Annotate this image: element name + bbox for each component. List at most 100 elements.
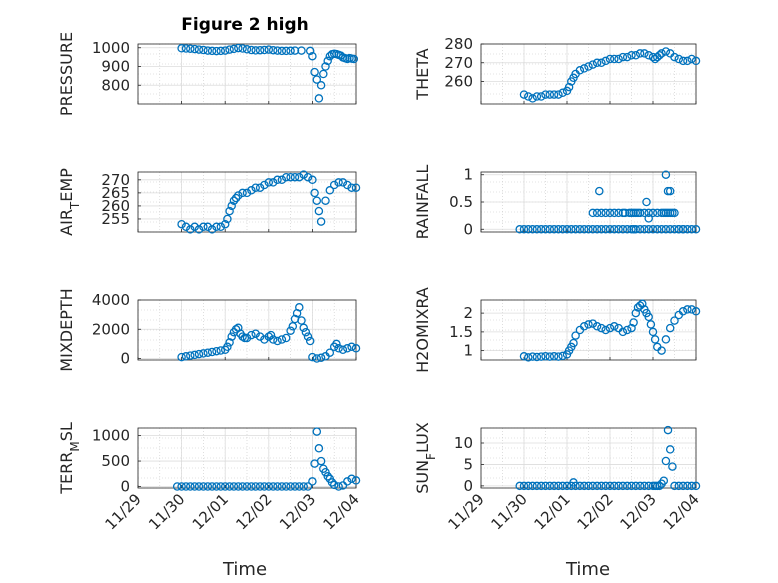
data-point <box>334 344 343 353</box>
data-point <box>268 482 278 491</box>
data-point <box>515 225 524 234</box>
data-point <box>648 208 658 218</box>
data-point <box>316 353 326 363</box>
data-point <box>519 225 529 234</box>
data-point <box>199 45 208 55</box>
data-point <box>234 482 243 491</box>
data-point <box>181 482 191 491</box>
data-point <box>554 352 563 361</box>
data-point <box>229 44 239 54</box>
data-point <box>554 90 563 99</box>
data-point <box>325 348 335 357</box>
axes-box <box>137 43 357 105</box>
data-point <box>229 482 239 491</box>
data-point <box>532 92 542 101</box>
data-point <box>238 482 247 491</box>
data-point <box>532 225 542 234</box>
data-point <box>268 335 278 344</box>
y-tick-label: 4000 <box>92 291 130 309</box>
data-point <box>255 332 265 341</box>
data-point <box>635 481 645 491</box>
data-point <box>207 347 217 357</box>
data-point <box>657 225 666 234</box>
data-point <box>569 338 578 348</box>
data-point <box>683 225 692 234</box>
data-point <box>295 303 304 312</box>
data-point <box>247 330 256 340</box>
axes-box <box>480 43 697 105</box>
data-point <box>277 46 287 56</box>
data-point <box>614 481 623 491</box>
y-tick-label: 900 <box>101 58 130 76</box>
data-point <box>308 352 317 362</box>
data-point <box>290 172 300 182</box>
data-point <box>657 346 666 355</box>
y-tick-label: 255 <box>101 210 130 228</box>
data-point <box>592 322 602 331</box>
data-point <box>207 225 217 234</box>
data-point <box>295 172 304 182</box>
data-point <box>519 352 529 361</box>
data-point <box>541 225 550 234</box>
data-point <box>622 325 632 335</box>
data-point <box>655 51 664 60</box>
data-point <box>528 352 537 361</box>
data-point <box>238 332 247 341</box>
data-point <box>618 225 628 234</box>
data-point <box>225 206 234 216</box>
x-axis-label-right: Time <box>565 559 610 580</box>
y-tick-label: 0 <box>463 220 473 238</box>
data-point <box>231 193 241 203</box>
data-point <box>268 178 278 187</box>
data-point <box>640 225 649 234</box>
data-point <box>225 338 234 347</box>
data-point <box>242 482 252 491</box>
data-point <box>635 208 645 218</box>
data-point <box>255 183 265 192</box>
data-point <box>683 305 692 314</box>
data-point <box>687 225 696 234</box>
data-point <box>592 208 602 218</box>
data-point <box>665 225 675 234</box>
data-point <box>194 45 204 54</box>
data-point <box>661 47 671 56</box>
data-point <box>595 186 604 196</box>
data-point <box>181 222 191 232</box>
data-point <box>231 325 241 334</box>
data-point <box>234 43 243 53</box>
data-point <box>519 481 529 491</box>
data-point <box>347 342 356 352</box>
figure-title: Figure 2 high <box>181 15 309 35</box>
data-point <box>659 476 669 485</box>
data-point <box>605 208 615 218</box>
data-point <box>545 90 555 99</box>
data-point <box>691 307 701 316</box>
data-point <box>290 46 300 55</box>
data-point <box>312 75 322 84</box>
data-point <box>549 225 559 234</box>
data-point <box>321 196 330 205</box>
data-point <box>644 51 653 60</box>
data-point <box>532 352 542 362</box>
data-point <box>177 44 186 53</box>
data-point <box>299 170 308 179</box>
data-point <box>631 481 641 491</box>
data-point <box>575 225 585 234</box>
data-point <box>207 482 217 491</box>
data-point <box>251 482 260 491</box>
axes-box <box>480 427 697 489</box>
y-tick-label: 260 <box>101 197 130 215</box>
data-point <box>312 427 322 436</box>
data-point <box>312 354 322 363</box>
y-axis-label: PRESSURE <box>57 32 76 116</box>
data-point <box>314 94 324 103</box>
data-point <box>251 183 260 192</box>
data-point <box>670 316 679 325</box>
data-point <box>194 225 204 234</box>
data-point <box>665 445 675 454</box>
data-point <box>687 481 696 491</box>
data-point <box>334 178 343 187</box>
data-point <box>571 225 580 234</box>
